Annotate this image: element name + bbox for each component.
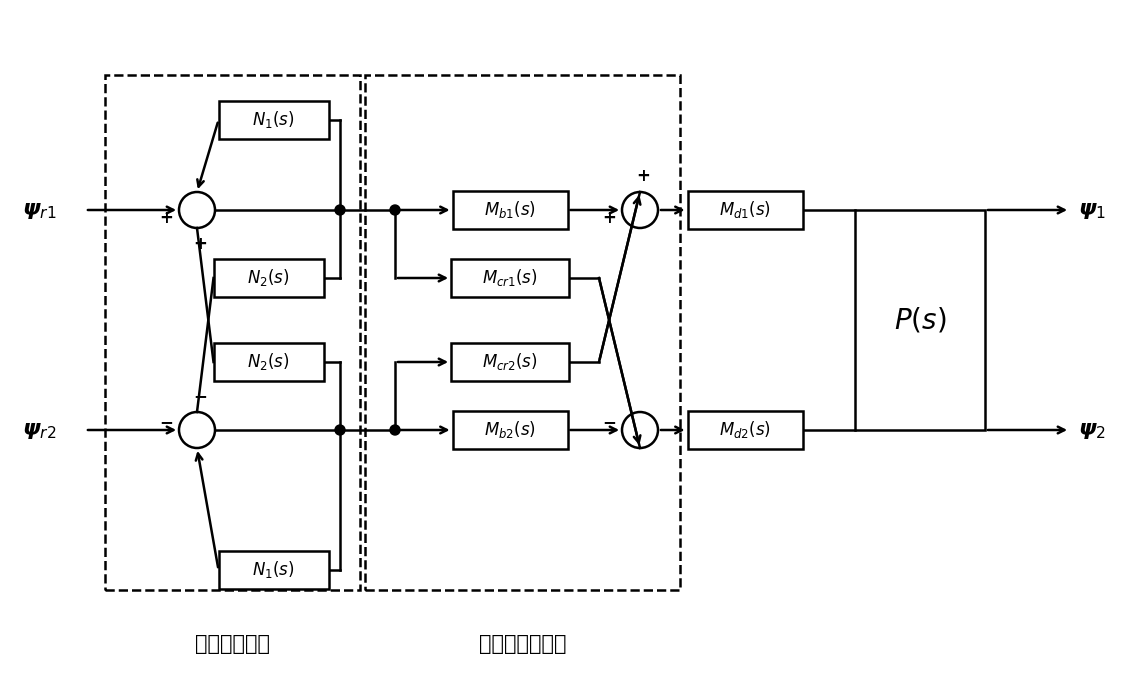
Text: $M_{d2}(s)$: $M_{d2}(s)$ (719, 419, 771, 440)
Text: $\boldsymbol{\psi}_{r2}$: $\boldsymbol{\psi}_{r2}$ (23, 419, 56, 441)
Bar (105, 75, 360, 590)
Text: −: − (193, 387, 207, 405)
Text: $M_{d1}(s)$: $M_{d1}(s)$ (719, 199, 771, 220)
Text: +: + (636, 167, 650, 185)
Bar (855, 210, 985, 430)
Bar (219, 101, 328, 139)
Bar (453, 411, 568, 449)
Bar (213, 343, 323, 381)
Circle shape (390, 205, 400, 215)
Text: $M_{b2}(s)$: $M_{b2}(s)$ (485, 419, 536, 440)
Text: $N_1(s)$: $N_1(s)$ (252, 559, 295, 580)
Text: 交叉解耦控制器: 交叉解耦控制器 (479, 634, 566, 654)
Bar (453, 191, 568, 229)
Bar (213, 259, 323, 297)
Text: −: − (602, 413, 616, 431)
Text: −: − (159, 413, 174, 431)
Text: +: + (159, 209, 174, 227)
Text: $M_{cr2}(s)$: $M_{cr2}(s)$ (482, 352, 538, 373)
Text: $N_2(s)$: $N_2(s)$ (247, 352, 290, 373)
Bar (687, 411, 802, 449)
Text: $N_1(s)$: $N_1(s)$ (252, 110, 295, 131)
Bar (365, 75, 680, 590)
Text: $N_2(s)$: $N_2(s)$ (247, 268, 290, 289)
Text: 同频振动抑制: 同频振动抑制 (195, 634, 270, 654)
Text: $M_{cr1}(s)$: $M_{cr1}(s)$ (482, 268, 538, 289)
Circle shape (335, 205, 345, 215)
Bar (219, 551, 328, 589)
Text: $P(s)$: $P(s)$ (894, 305, 947, 335)
Text: $\boldsymbol{\psi}_{r1}$: $\boldsymbol{\psi}_{r1}$ (23, 199, 56, 221)
Text: $\boldsymbol{\psi}_1$: $\boldsymbol{\psi}_1$ (1079, 199, 1107, 221)
Text: $\boldsymbol{\psi}_2$: $\boldsymbol{\psi}_2$ (1079, 419, 1106, 441)
Circle shape (335, 425, 345, 435)
Text: +: + (193, 235, 207, 253)
Bar (687, 191, 802, 229)
Circle shape (390, 425, 400, 435)
Bar (451, 343, 569, 381)
Text: +: + (602, 209, 616, 227)
Text: $M_{b1}(s)$: $M_{b1}(s)$ (485, 199, 536, 220)
Bar (451, 259, 569, 297)
